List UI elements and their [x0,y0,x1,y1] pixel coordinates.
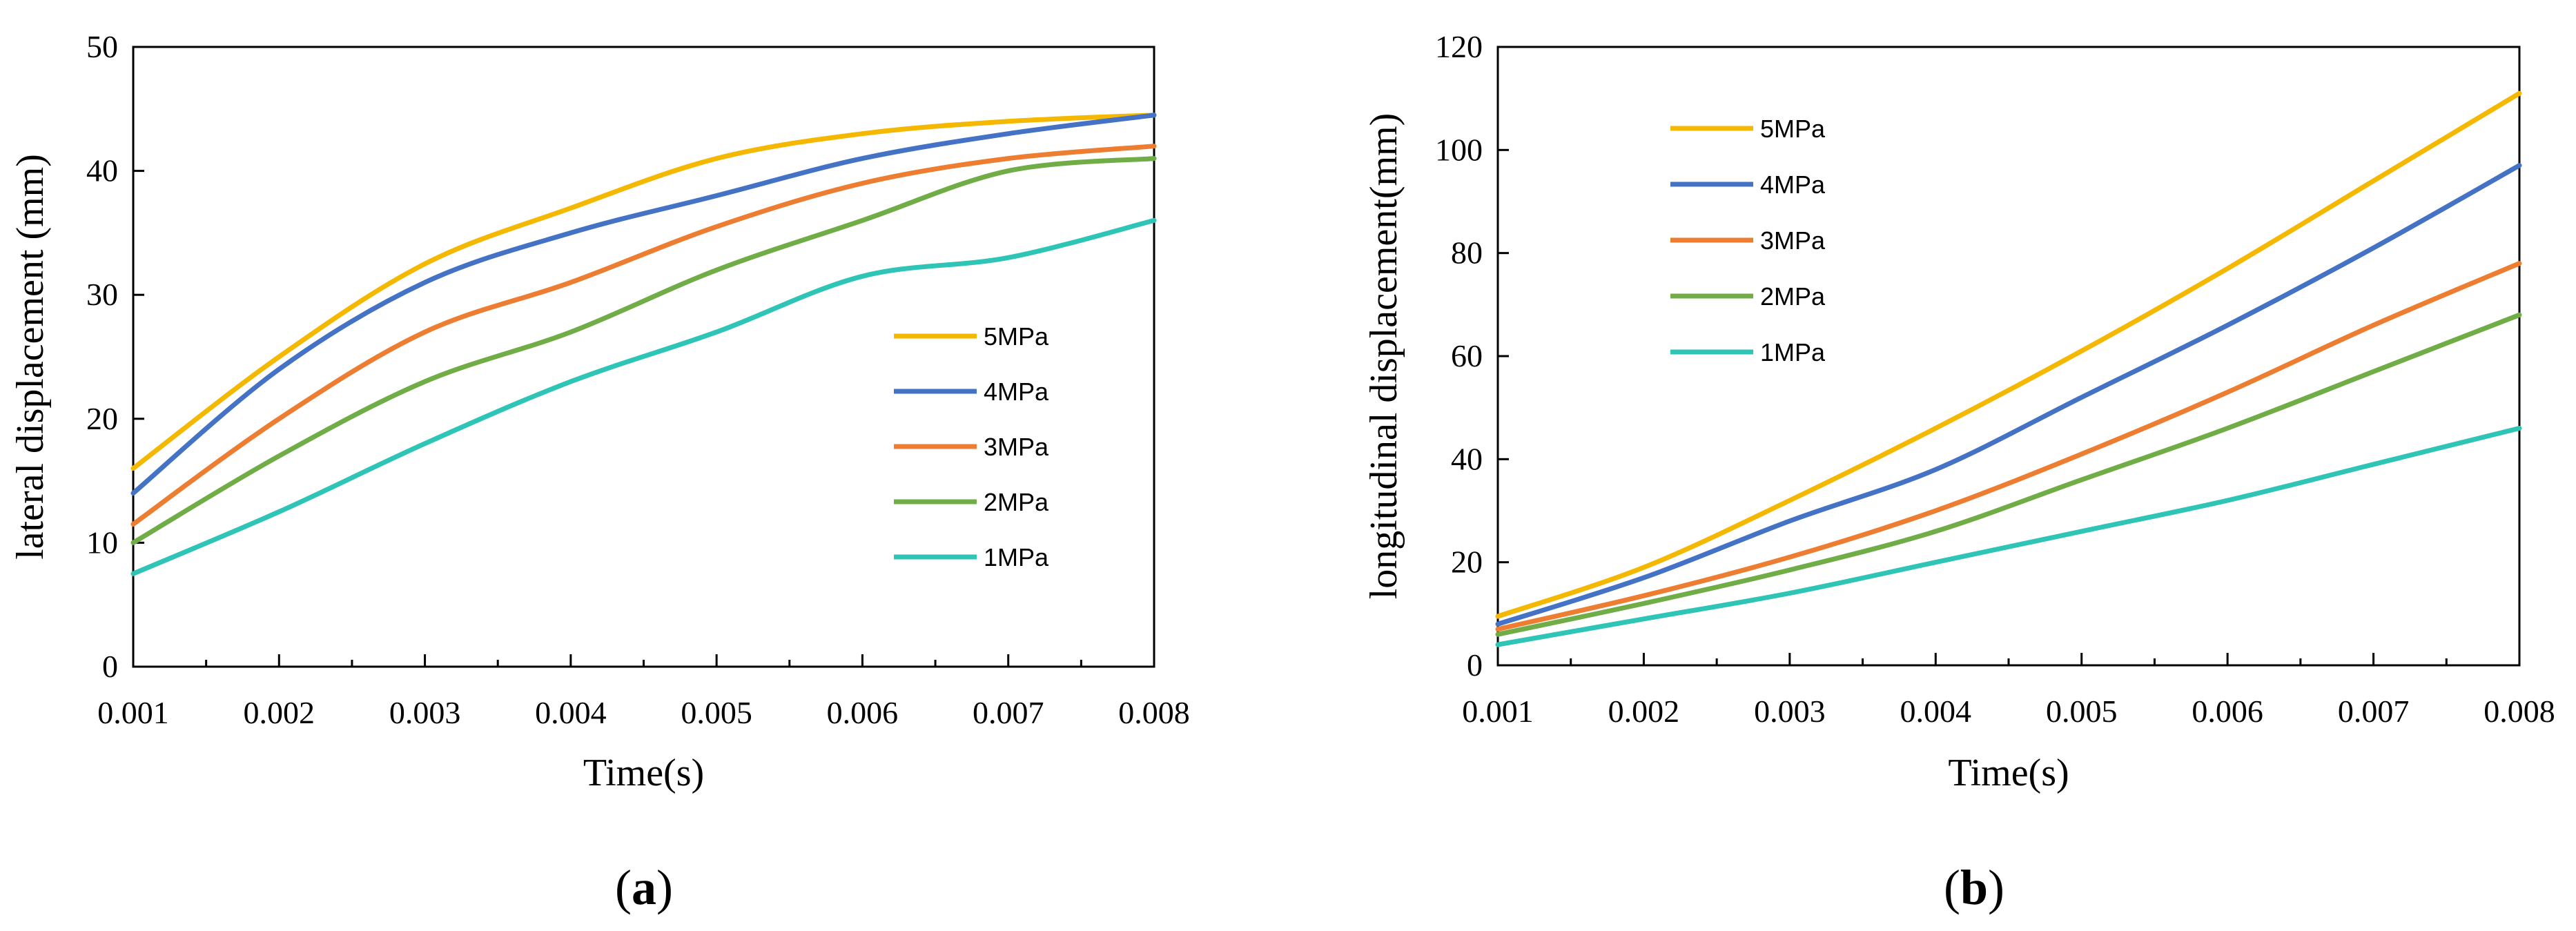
y-tick-label: 100 [1435,132,1483,167]
panel-caption: (b) [1944,860,2004,915]
legend-label-1mpa: 1MPa [984,543,1049,571]
x-tick-label: 0.007 [973,695,1044,730]
chart-panel-a: 0 10 20 30 40 50 0.001 0.002 0.003 0.004 0.005 0.00… [9,29,1190,915]
y-tick-label: 50 [86,29,118,64]
series-line-3mpa [130,144,1157,527]
legend-label-3mpa: 3MPa [984,433,1049,461]
legend-label-4mpa: 4MPa [1760,170,1826,199]
series-line-2mpa [1495,312,2522,637]
y-tick-label: 60 [1451,338,1483,373]
x-tick-label: 0.008 [2484,694,2555,729]
caption-close-paren: ) [656,860,673,915]
caption-close-paren: ) [1988,860,2004,915]
x-tick-label: 0.005 [681,695,752,730]
x-tick-label: 0.007 [2338,694,2410,729]
legend-label-4mpa: 4MPa [984,378,1049,406]
x-axis-title: Time(s) [1948,752,2069,794]
x-tick-label: 0.001 [1462,694,1534,729]
legend-label-5mpa: 5MPa [1760,115,1826,143]
caption-open-paren: ( [1944,860,1960,915]
legend-label-2mpa: 2MPa [984,488,1049,516]
legend-label-1mpa: 1MPa [1760,338,1826,366]
x-tick-label: 0.008 [1118,695,1190,730]
series-line-1mpa [130,217,1157,576]
series-line-2mpa [130,156,1157,545]
x-tick-label: 0.002 [244,695,315,730]
y-tick-label: 80 [1451,235,1483,271]
y-tick-label: 20 [1451,545,1483,580]
x-tick-label: 0.005 [2046,694,2118,729]
series-line-1mpa [1495,426,2522,647]
series-line-5mpa [1495,90,2522,619]
series-line-5mpa [130,112,1157,471]
y-tick-label: 0 [1467,647,1483,683]
caption-letter: b [1960,860,1988,915]
x-tick-label: 0.003 [389,695,461,730]
x-axis-title: Time(s) [583,752,704,794]
x-tick-label: 0.004 [1900,694,1972,729]
x-tick-label: 0.001 [97,695,169,730]
y-axis-title: lateral displacement (mm) [9,154,52,560]
caption-open-paren: ( [615,860,632,915]
x-tick-label: 0.004 [535,695,607,730]
x-tick-label: 0.006 [827,695,899,730]
x-tick-label: 0.002 [1608,694,1680,729]
legend: 5MPa 4MPa 3MPa 2MPa 1MPa [1670,115,1826,366]
panel-caption: (a) [615,860,673,915]
y-tick-label: 10 [86,525,118,560]
caption-letter: a [632,860,656,915]
x-tick-label: 0.006 [2192,694,2263,729]
series-line-4mpa [1495,163,2522,627]
y-axis-title: longitudinal displacement(mm) [1363,113,1405,600]
y-tick-label: 20 [86,401,118,436]
legend: 5MPa 4MPa 3MPa 2MPa 1MPa [894,322,1049,571]
y-tick-label: 120 [1435,29,1483,64]
x-tick-label: 0.003 [1754,694,1826,729]
legend-label-3mpa: 3MPa [1760,226,1826,255]
legend-label-5mpa: 5MPa [984,322,1049,351]
y-tick-label: 0 [102,649,118,684]
series-line-4mpa [130,112,1157,496]
y-tick-label: 40 [1451,441,1483,476]
y-tick-label: 30 [86,277,118,312]
series-line-3mpa [1495,261,2522,632]
chart-panel-b: 0 20 40 60 80 100 120 0.001 0.002 0.003 0.004 0.005… [1363,29,2555,915]
legend-label-2mpa: 2MPa [1760,282,1826,311]
y-tick-label: 40 [86,153,118,188]
